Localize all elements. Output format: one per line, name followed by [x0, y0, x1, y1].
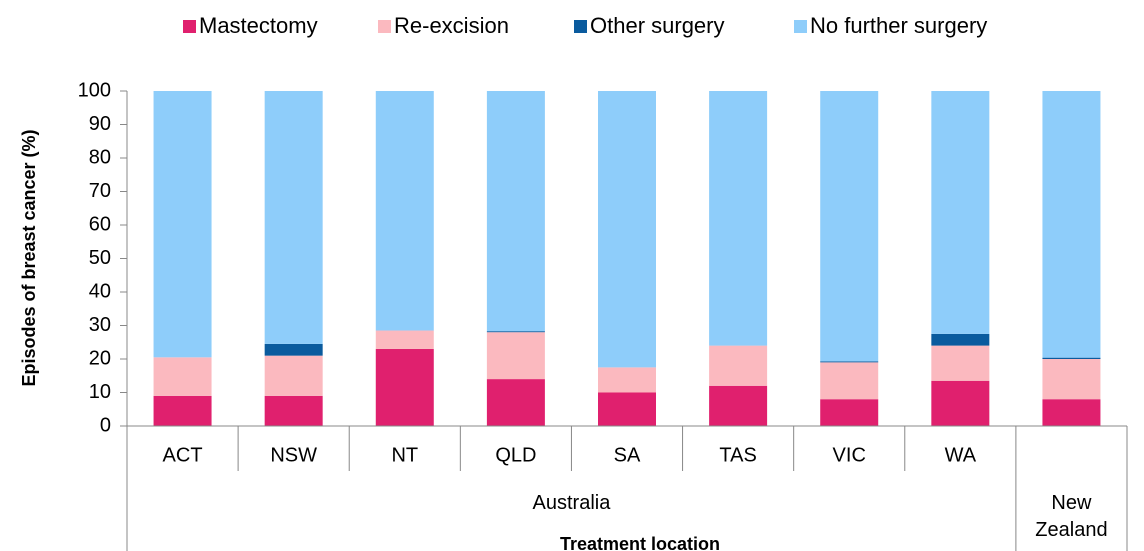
- bar-segment: [598, 392, 656, 426]
- x-axis-title: Treatment location: [560, 534, 720, 551]
- bar-segment: [486, 91, 545, 332]
- bar-segment: [375, 348, 434, 426]
- bar-segment: [153, 357, 212, 396]
- bar-segment: [709, 385, 768, 426]
- bar-segment: [931, 345, 990, 381]
- group-label: New Zealand: [1035, 492, 1108, 541]
- bar-segment: [709, 91, 768, 346]
- x-tick-label: NSW: [270, 444, 317, 466]
- bar-segment: [709, 345, 768, 386]
- y-tick-label: 40: [89, 280, 111, 302]
- bar-segment: [598, 367, 656, 393]
- bar-segment: [486, 379, 545, 426]
- y-tick-label: 80: [89, 146, 111, 168]
- legend-label: Other surgery: [590, 13, 725, 38]
- bar-segment: [1042, 91, 1101, 358]
- x-tick-label: WA: [945, 444, 977, 466]
- bar-segment: [820, 91, 879, 362]
- bar-segment: [153, 395, 212, 426]
- legend-swatch: [574, 20, 587, 33]
- bar-segment: [931, 91, 990, 334]
- bar-segment: [264, 343, 323, 356]
- x-tick-label: QLD: [495, 444, 536, 466]
- bar-segment: [598, 91, 656, 368]
- bar-segment: [820, 399, 879, 426]
- bar-segment: [375, 330, 434, 349]
- bar-segment: [153, 91, 212, 358]
- bar-segment: [375, 91, 434, 331]
- y-tick-label: 70: [89, 180, 111, 202]
- bar-segment: [820, 361, 879, 363]
- bar-segment: [264, 395, 323, 426]
- group-label: Australia: [532, 492, 611, 514]
- bar-segment: [264, 91, 323, 344]
- bar-segment: [1042, 359, 1101, 400]
- y-tick-label: 30: [89, 314, 111, 336]
- y-tick-label: 10: [89, 381, 111, 403]
- y-tick-label: 50: [89, 247, 111, 269]
- y-tick-label: 60: [89, 213, 111, 235]
- legend-label: No further surgery: [810, 13, 987, 38]
- y-axis-title: Episodes of breast cancer (%): [19, 129, 39, 386]
- x-tick-label: ACT: [163, 444, 203, 466]
- legend-label: Re-excision: [394, 13, 509, 38]
- bar-segment: [931, 380, 990, 426]
- bar-segment: [820, 362, 879, 400]
- x-tick-label: NT: [391, 444, 418, 466]
- y-tick-label: 90: [89, 113, 111, 135]
- bar-segment: [486, 331, 545, 333]
- x-tick-label: SA: [614, 444, 641, 466]
- bar-segment: [486, 332, 545, 380]
- x-tick-label: VIC: [833, 444, 866, 466]
- legend-swatch: [794, 20, 807, 33]
- y-tick-label: 0: [100, 414, 111, 436]
- y-tick-label: 20: [89, 347, 111, 369]
- bar-segment: [1042, 357, 1101, 359]
- x-tick-label: TAS: [719, 444, 756, 466]
- bar-segment: [1042, 399, 1101, 426]
- legend-label: Mastectomy: [199, 13, 318, 38]
- legend-swatch: [183, 20, 196, 33]
- bar-segment: [931, 333, 990, 346]
- legend-swatch: [378, 20, 391, 33]
- y-tick-label: 100: [78, 79, 111, 101]
- bar-segment: [264, 355, 323, 396]
